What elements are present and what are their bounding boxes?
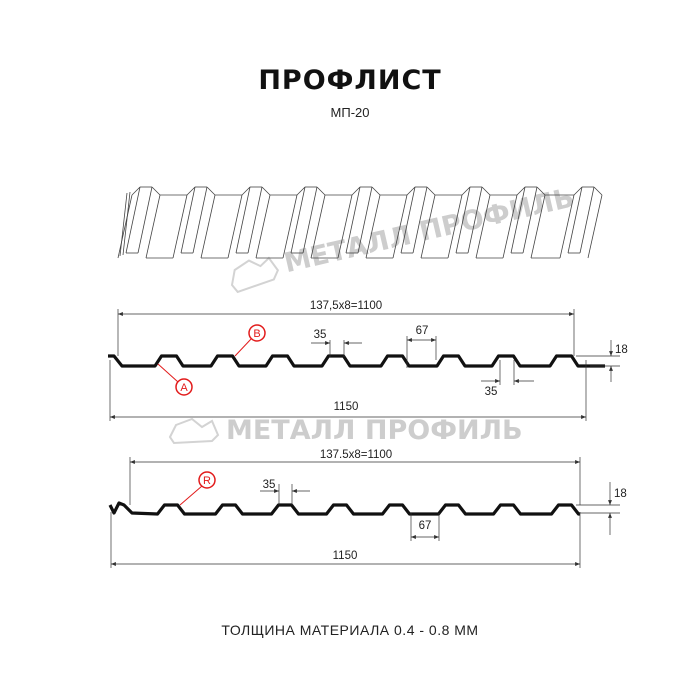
sheet-edge <box>310 194 326 259</box>
sheet-edge <box>510 186 526 254</box>
sheet-edge <box>365 194 381 259</box>
rib-top-label: 35 <box>263 479 276 491</box>
sheet-edge <box>235 186 251 254</box>
sheet-edge <box>481 186 491 196</box>
marker-b <box>248 324 266 342</box>
profile-line <box>108 354 605 368</box>
height-label: 18 <box>615 344 628 356</box>
sheet-edge <box>200 194 216 259</box>
sheet-edge <box>530 194 546 259</box>
rib-bottom-label: 35 <box>485 386 498 398</box>
sheet-edge <box>593 186 603 196</box>
sheet-edge <box>151 186 161 196</box>
watermark-1: МЕТАЛЛ ПРОФИЛЬ <box>230 182 577 294</box>
sheet-edge <box>192 186 208 254</box>
sheet-edge <box>579 186 595 254</box>
profile-top-section: 137,5x8=1100 1150 35 67 35 18 B A <box>108 300 628 421</box>
page-subtitle: МП-20 <box>331 105 370 120</box>
sheet-edge <box>392 194 408 259</box>
sheet-edge <box>573 186 583 196</box>
sheet-edge <box>131 186 141 196</box>
sheet-edge <box>371 186 381 196</box>
sheet-edge <box>455 186 471 254</box>
pitch-label: 137,5x8=1100 <box>310 300 382 312</box>
sheet-edge <box>536 186 546 196</box>
sheet-edge <box>587 194 603 259</box>
sheet-edge <box>227 194 243 259</box>
sheet-edge <box>186 186 196 196</box>
sheet-edge <box>351 186 361 196</box>
sheet-edge <box>420 194 436 259</box>
height-label: 18 <box>614 488 627 500</box>
width-label: 1150 <box>334 401 359 413</box>
width-label: 1150 <box>333 550 358 562</box>
marker-r <box>198 471 216 489</box>
sheet-edge <box>467 186 483 254</box>
sheet-edge <box>296 186 306 196</box>
watermark-text: МЕТАЛЛ ПРОФИЛЬ <box>226 415 523 446</box>
sheet-edge <box>412 186 428 254</box>
rib-gap-label: 67 <box>419 520 432 532</box>
sheet-edge <box>145 194 161 259</box>
sheet-edge <box>516 186 526 196</box>
profile-line <box>108 501 581 516</box>
sheet-edge <box>282 194 298 259</box>
marker-b-label: B <box>253 328 260 340</box>
sheet-edge <box>302 186 318 254</box>
sheet-edge <box>290 186 306 254</box>
rib-top-label: 35 <box>314 329 327 341</box>
profile-bottom-section: 137.5x8=1100 1150 35 67 18 R <box>108 449 627 568</box>
sheet-edge <box>461 186 471 196</box>
watermark-2: МЕТАЛЛ ПРОФИЛЬ <box>168 415 523 446</box>
marker-a-label: A <box>180 382 188 394</box>
sheet-edge <box>559 194 575 259</box>
marker-r-label: R <box>203 475 211 487</box>
sheet-edge <box>406 186 416 196</box>
material-thickness-note: ТОЛЩИНА МАТЕРИАЛА 0.4 - 0.8 ММ <box>221 622 478 638</box>
rib-gap-label: 67 <box>416 325 429 337</box>
page-title: ПРОФЛИСТ <box>258 65 441 96</box>
sheet-edge <box>502 194 518 259</box>
sheet-edge <box>357 186 373 254</box>
sheet-edge <box>255 194 271 259</box>
sheet-edge <box>241 186 251 196</box>
watermark-text: МЕТАЛЛ ПРОФИЛЬ <box>281 182 577 279</box>
pitch-label: 137.5x8=1100 <box>320 449 392 461</box>
sheet-edge <box>316 186 326 196</box>
sheet-edge <box>400 186 416 254</box>
sheet-edge <box>261 186 271 196</box>
sheet-perspective-view <box>117 186 603 259</box>
watermark-logo-icon <box>168 417 220 445</box>
sheet-edge <box>180 186 196 254</box>
sheet-edge <box>447 194 463 259</box>
sheet-edge <box>125 186 141 254</box>
sheet-edge <box>117 194 133 259</box>
sheet-edge <box>172 194 188 259</box>
sheet-edge <box>206 186 216 196</box>
sheet-edge <box>522 186 538 254</box>
sheet-edge <box>122 191 131 256</box>
sheet-edge <box>475 194 491 259</box>
sheet-edge <box>567 186 583 254</box>
sheet-edge <box>247 186 263 254</box>
sheet-edge <box>119 192 128 257</box>
sheet-edge <box>137 186 153 254</box>
marker-a <box>175 378 193 396</box>
sheet-edge <box>345 186 361 254</box>
sheet-edge <box>426 186 436 196</box>
watermark-logo-icon <box>230 256 280 294</box>
sheet-edge <box>337 194 353 259</box>
